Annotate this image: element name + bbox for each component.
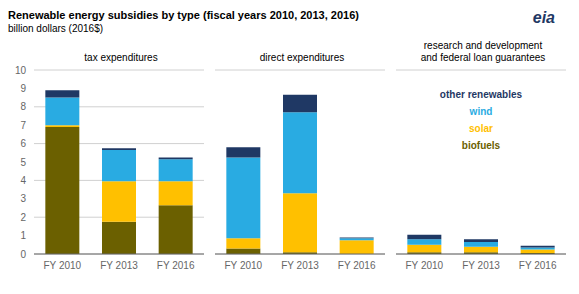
svg-text:9: 9 — [20, 83, 26, 94]
html-text:billion dollars (2016$): billion dollars (2016$) — [8, 23, 104, 34]
svg-text:FY 2013: FY 2013 — [100, 260, 138, 271]
svg-text:FY 2016: FY 2016 — [157, 260, 195, 271]
svg-text:1: 1 — [20, 230, 26, 241]
svg-text:FY 2013: FY 2013 — [462, 260, 500, 271]
svg-text:6: 6 — [20, 138, 26, 149]
svg-text:FY 2010: FY 2010 — [225, 260, 263, 271]
svg-text:7: 7 — [20, 120, 26, 131]
svg-text:FY 2010: FY 2010 — [44, 260, 82, 271]
svg-text:FY 2016: FY 2016 — [338, 260, 376, 271]
html-text:biofuels: biofuels — [461, 140, 501, 151]
svg-text:FY 2016: FY 2016 — [519, 260, 557, 271]
svg-text:0: 0 — [20, 249, 26, 260]
html-text:eia: eia — [532, 9, 555, 26]
svg-text:3: 3 — [20, 193, 26, 204]
html-text:solar: solar — [469, 123, 493, 134]
svg-text:2: 2 — [20, 212, 26, 223]
svg-text:4: 4 — [20, 175, 26, 186]
svg-text:FY 2010: FY 2010 — [406, 260, 444, 271]
svg-text:5: 5 — [20, 157, 26, 168]
html-text:research and development: research and development — [423, 40, 543, 51]
svg-text:FY 2013: FY 2013 — [281, 260, 319, 271]
html-text:wind: wind — [469, 106, 493, 117]
html-text:tax expenditures: tax expenditures — [84, 52, 158, 63]
html-text:other renewables: other renewables — [439, 89, 523, 100]
html-text:Renewable energy subsidies by: Renewable energy subsidies by type (fisc… — [8, 9, 359, 21]
html-text:and federal loan guarantees: and federal loan guarantees — [420, 52, 546, 63]
html-text:direct expenditures: direct expenditures — [259, 52, 345, 63]
svg-text:8: 8 — [20, 101, 26, 112]
svg-text:10: 10 — [15, 65, 27, 76]
